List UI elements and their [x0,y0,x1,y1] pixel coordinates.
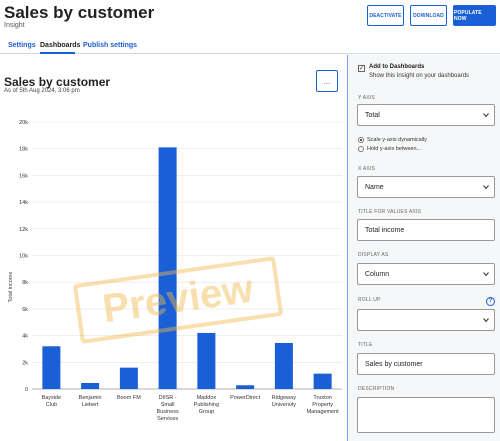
active-tab-indicator [40,52,75,54]
populate-now-button[interactable]: POPULATE NOW [453,5,496,26]
bar[interactable] [158,147,177,389]
title-value: Sales by customer [365,360,423,368]
add-to-dashboards-checkbox[interactable]: ✓ [358,65,365,72]
chart-timestamp: As of 5th Aug 2024, 3:06 pm [4,88,80,94]
bar-chart: 0 2k 4k 6k 8k 10k 12k 14k 16k 18k 20k Total income… [8,120,342,422]
hold-y-axis-radio[interactable]: Hold y-axis between... [358,146,421,152]
page-subtitle: Insight [4,22,25,29]
y-tick-label: 10k [19,254,28,260]
chevron-down-icon [483,272,489,277]
y-tick-label: 6k [22,307,28,313]
panel-divider [347,55,348,441]
values-axis-title-value: Total income [365,226,405,234]
y-tick-label: 14k [19,200,28,206]
x-tick-label: PowerDirect [230,395,260,401]
y-tick-label: 0 [25,387,28,393]
chart-title: Sales by customer [4,75,111,89]
scale-dynamic-label: Scale y-axis dynamically [367,137,427,143]
hold-y-axis-label: Hold y-axis between... [367,146,422,152]
scale-dynamic-radio[interactable]: Scale y-axis dynamically [358,137,427,143]
x-axis-value: Name [365,183,384,191]
x-tick-label: DIISR -Small Business Services [156,395,179,422]
help-icon[interactable]: ? [486,297,495,306]
display-as-value: Column [365,270,390,278]
title-field-label: TITLE [358,342,373,348]
values-axis-title-input[interactable]: Total income [357,219,495,241]
bar[interactable] [197,332,216,389]
y-tick-label: 12k [19,227,28,233]
tab-dashboards[interactable]: Dashboards [40,42,81,49]
y-tick-label: 4k [22,334,28,340]
preview-watermark-frame [73,256,283,344]
x-tick-label: Boom FM [117,395,141,401]
x-tick-label: Maddox Publishing Group [194,395,219,415]
chart-panel: Sales by customer As of 5th Aug 2024, 3:… [0,55,346,441]
y-tick-label: 20k [19,120,28,126]
y-tick-label: 2k [22,360,28,366]
radio-selected-icon [358,137,364,143]
tab-settings[interactable]: Settings [8,42,36,49]
roll-up-select[interactable] [357,309,495,331]
x-tick-label: Ridgeway University [272,395,296,408]
settings-panel: ✓ Add to Dashboards Show this Insight on… [348,55,500,441]
bar[interactable] [81,382,100,389]
title-input[interactable]: Sales by customer [357,353,495,375]
bar[interactable] [274,342,293,389]
y-tick-label: 8k [22,280,28,286]
roll-up-label: ROLL UP [358,297,381,303]
display-as-select[interactable]: Column [357,263,495,285]
y-axis-select[interactable]: Total [357,104,495,126]
y-axis-field-label: Y AXIS [358,95,375,101]
x-tick-label: Benjamin Liebert [79,395,102,408]
tab-bar: Settings Dashboards Publish settings [0,40,500,54]
x-axis-field-label: X AXIS [358,166,376,172]
y-tick-label: 16k [19,173,28,179]
add-to-dashboards-label: Add to Dashboards [369,64,425,70]
bar[interactable] [119,367,138,389]
download-button[interactable]: DOWNLOAD [410,5,447,26]
bar[interactable] [42,346,61,389]
display-as-label: DISPLAY AS [358,252,389,258]
x-tick-label: Truxton Property Management [307,395,340,415]
y-tick-label: 18k [19,147,28,153]
add-to-dashboards-description: Show this Insight on your dashboards [369,73,470,79]
more-options-button[interactable]: ... [316,70,338,92]
chevron-down-icon [483,318,489,323]
y-axis-label: Total income [8,272,14,303]
tab-publish-settings[interactable]: Publish settings [83,42,138,49]
x-axis-select[interactable]: Name [357,176,495,198]
page-header: Sales by customer Insight DEACTIVATE DOW… [0,0,500,40]
bar[interactable] [236,385,255,389]
chevron-down-icon [483,185,489,190]
description-textarea[interactable] [357,397,495,433]
x-tick-label: Bayside Club [42,395,62,408]
values-axis-title-label: TITLE FOR VALUES AXIS [358,209,422,215]
chevron-down-icon [483,113,489,118]
ellipsis-icon: ... [323,76,331,86]
page-title: Sales by customer [4,3,155,22]
deactivate-button[interactable]: DEACTIVATE [367,5,404,26]
y-axis-value: Total [365,111,380,119]
bar[interactable] [313,373,332,389]
radio-unselected-icon [358,146,364,152]
description-field-label: DESCRIPTION [358,386,395,392]
